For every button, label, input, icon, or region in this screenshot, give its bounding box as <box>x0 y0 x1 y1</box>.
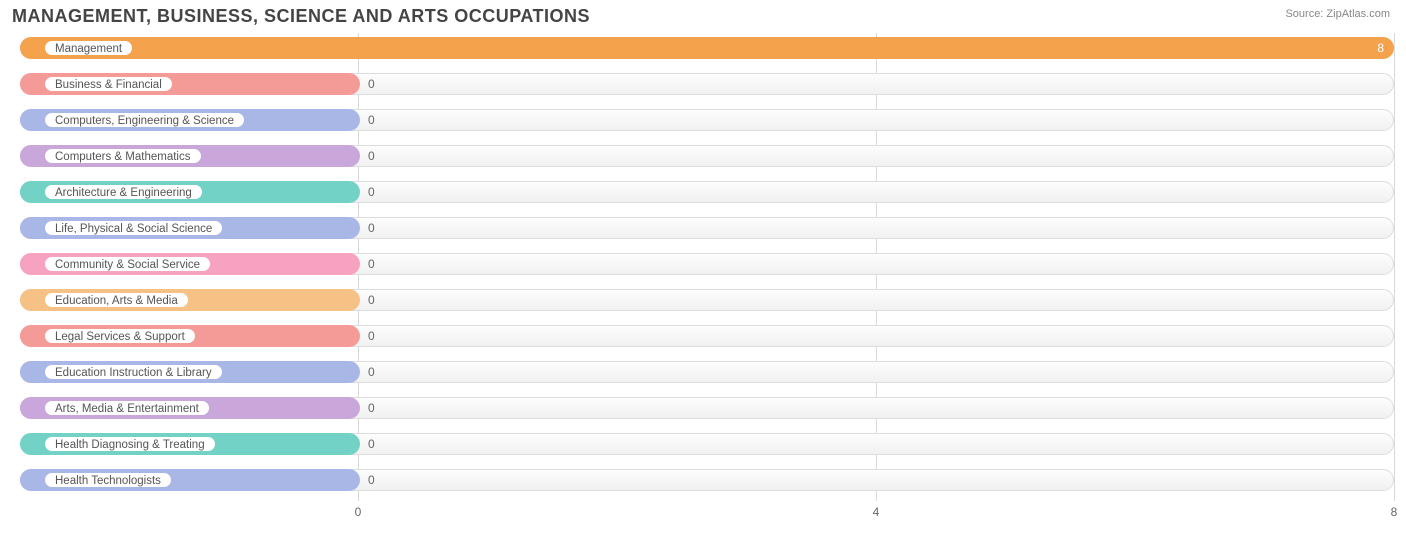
bar-row: Business & Financial 0 <box>6 69 1400 99</box>
category-label-pill: Education Instruction & Library <box>44 364 223 380</box>
category-label-pill: Arts, Media & Entertainment <box>44 400 210 416</box>
bar-row: Community & Social Service 0 <box>6 249 1400 279</box>
value-label: 0 <box>368 145 375 167</box>
source-name: ZipAtlas.com <box>1326 8 1390 20</box>
bar-row: Computers, Engineering & Science 0 <box>6 105 1400 135</box>
source-prefix: Source: <box>1285 8 1326 20</box>
category-label-pill: Community & Social Service <box>44 256 211 272</box>
bar-row: Education, Arts & Media 0 <box>6 285 1400 315</box>
chart-title: MANAGEMENT, BUSINESS, SCIENCE AND ARTS O… <box>12 6 590 27</box>
value-label: 0 <box>368 325 375 347</box>
bar-row: Computers & Mathematics 0 <box>6 141 1400 171</box>
bar-row: Health Technologists 0 <box>6 465 1400 495</box>
bar-row: Life, Physical & Social Science 0 <box>6 213 1400 243</box>
bar-row: Education Instruction & Library 0 <box>6 357 1400 387</box>
category-label-pill: Life, Physical & Social Science <box>44 220 223 236</box>
value-label: 0 <box>368 433 375 455</box>
category-label-pill: Health Diagnosing & Treating <box>44 436 216 452</box>
bar-row: Arts, Media & Entertainment 0 <box>6 393 1400 423</box>
category-label-pill: Architecture & Engineering <box>44 184 203 200</box>
value-label: 0 <box>368 73 375 95</box>
bar-fill <box>20 37 1394 59</box>
x-axis-tick: 4 <box>873 505 880 519</box>
category-label-pill: Education, Arts & Media <box>44 292 189 308</box>
occupations-bar-chart: MANAGEMENT, BUSINESS, SCIENCE AND ARTS O… <box>0 0 1406 533</box>
value-label: 0 <box>368 253 375 275</box>
x-axis: 0 4 8 <box>6 501 1400 525</box>
bar-row: Health Diagnosing & Treating 0 <box>6 429 1400 459</box>
value-label: 0 <box>368 397 375 419</box>
value-label: 8 <box>1377 37 1384 59</box>
chart-header: MANAGEMENT, BUSINESS, SCIENCE AND ARTS O… <box>6 4 1400 33</box>
value-label: 0 <box>368 289 375 311</box>
plot-area: Management8Business & Financial0Computer… <box>6 33 1400 525</box>
category-label-pill: Computers & Mathematics <box>44 148 202 164</box>
value-label: 0 <box>368 181 375 203</box>
bar-row: Legal Services & Support 0 <box>6 321 1400 351</box>
category-label-pill: Business & Financial <box>44 76 173 92</box>
category-label-pill: Computers, Engineering & Science <box>44 112 245 128</box>
bar-row: Architecture & Engineering 0 <box>6 177 1400 207</box>
value-label: 0 <box>368 109 375 131</box>
chart-source: Source: ZipAtlas.com <box>1285 6 1390 20</box>
x-axis-tick: 0 <box>355 505 362 519</box>
value-label: 0 <box>368 469 375 491</box>
category-label-pill: Legal Services & Support <box>44 328 196 344</box>
bars-container: Management8Business & Financial0Computer… <box>6 33 1400 495</box>
category-label-pill: Health Technologists <box>44 472 172 488</box>
value-label: 0 <box>368 361 375 383</box>
value-label: 0 <box>368 217 375 239</box>
bar-row: Management 8 <box>6 33 1400 63</box>
category-label-pill: Management <box>44 40 133 56</box>
x-axis-tick: 8 <box>1391 505 1398 519</box>
